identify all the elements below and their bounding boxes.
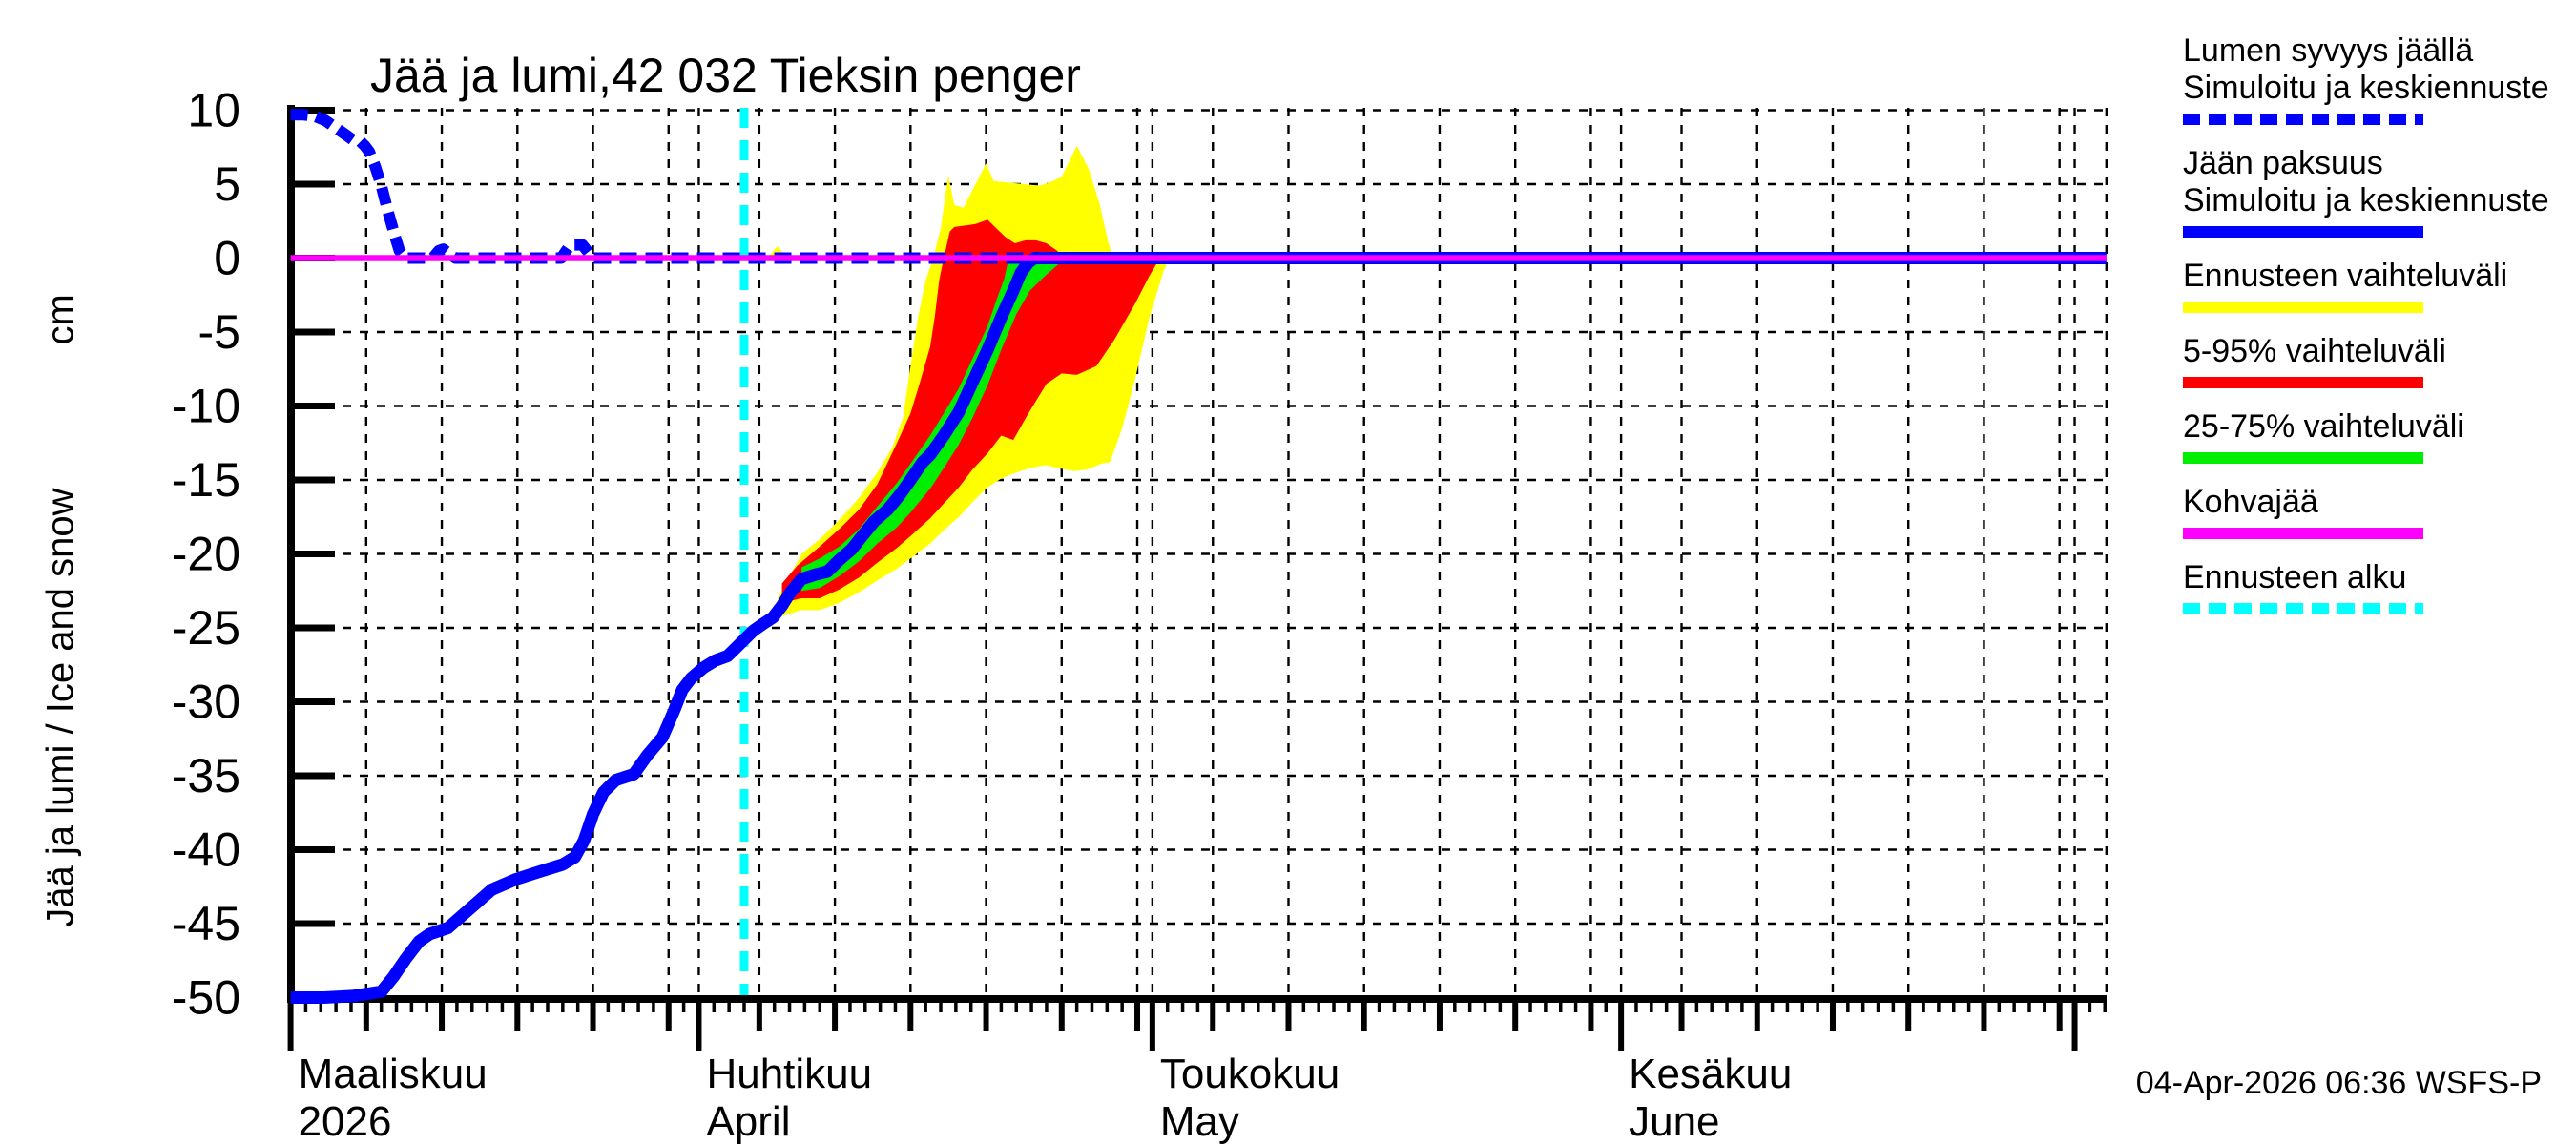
- gridlines: [291, 108, 2109, 999]
- month-label-fi: Kesäkuu: [1629, 1051, 1792, 1097]
- legend-label: Lumen syvyys jäällä: [2183, 32, 2474, 69]
- snow-depth-line: [290, 109, 2107, 264]
- legend-label: Simuloitu ja keskiennuste: [2183, 182, 2549, 219]
- band-vaihteluvali_25_75: [801, 258, 1074, 592]
- legend-item-5-95-range: 5-95% vaihteluväli: [2183, 333, 2565, 388]
- y-tick-label: 10: [187, 84, 240, 137]
- legend-line-sample-green: [2183, 452, 2423, 464]
- y-tick-label: -40: [172, 823, 240, 877]
- legend-item-snow-depth: Lumen syvyys jäällä Simuloitu ja keskien…: [2183, 32, 2565, 125]
- y-tick-label: 5: [214, 157, 240, 211]
- y-tick-label: -35: [172, 749, 240, 802]
- legend-item-kohvajaa: Kohvajää: [2183, 484, 2565, 539]
- month-label-fi: Toukokuu: [1160, 1051, 1340, 1097]
- y-tick-label: -5: [198, 305, 240, 359]
- legend-label: Jään paksuus: [2183, 145, 2383, 181]
- timestamp: 04-Apr-2026 06:36 WSFS-P: [2135, 1065, 2542, 1101]
- y-tick-label: -25: [172, 601, 240, 655]
- y-tick-label: -30: [172, 676, 240, 729]
- legend-item-forecast-range: Ennusteen vaihteluväli: [2183, 258, 2565, 313]
- legend-label: Kohvajää: [2183, 484, 2318, 520]
- legend-item-forecast-start: Ennusteen alku: [2183, 559, 2565, 614]
- y-tick-label: -15: [172, 453, 240, 507]
- legend-label: Simuloitu ja keskiennuste: [2183, 70, 2549, 106]
- y-tick-label: -10: [172, 380, 240, 433]
- legend-item-25-75-range: 25-75% vaihteluväli: [2183, 408, 2565, 464]
- legend-label: Ennusteen alku: [2183, 559, 2407, 595]
- legend-label: Ennusteen vaihteluväli: [2183, 258, 2508, 294]
- y-tick-label: -45: [172, 897, 240, 950]
- month-label-en: 2026: [299, 1098, 392, 1145]
- legend-line-sample-blue-solid: [2183, 226, 2423, 238]
- ice-thickness-line: [290, 252, 2107, 1004]
- month-label-en: May: [1160, 1098, 1239, 1145]
- month-label-fi: Huhtikuu: [706, 1051, 872, 1097]
- y-tick-label: 0: [214, 232, 240, 285]
- legend-item-ice-thickness: Jään paksuus Simuloitu ja keskiennuste: [2183, 145, 2565, 238]
- month-label-en: April: [706, 1098, 790, 1145]
- legend-line-sample-blue-dashed: [2183, 114, 2423, 125]
- legend-line-sample-yellow: [2183, 302, 2423, 313]
- legend-line-sample-magenta: [2183, 528, 2423, 539]
- legend-line-sample-red: [2183, 377, 2423, 388]
- tick-marks: [287, 107, 2107, 1051]
- y-tick-labels: 10 5 0 -5 -10 -15 -20 -25 -30 -35 -40 -45 -50: [172, 84, 240, 1025]
- legend-label: 5-95% vaihteluväli: [2183, 333, 2446, 369]
- legend-label: 25-75% vaihteluväli: [2183, 408, 2464, 445]
- month-label-en: June: [1629, 1098, 1719, 1145]
- legend: Lumen syvyys jäällä Simuloitu ja keskien…: [2183, 32, 2565, 635]
- month-label-fi: Maaliskuu: [299, 1051, 488, 1097]
- y-tick-label: -50: [172, 971, 240, 1025]
- legend-line-sample-cyan-dashed: [2183, 603, 2423, 614]
- y-tick-label: -20: [172, 528, 240, 581]
- chart-title: Jää ja lumi,42 032 Tieksin penger: [370, 49, 1081, 102]
